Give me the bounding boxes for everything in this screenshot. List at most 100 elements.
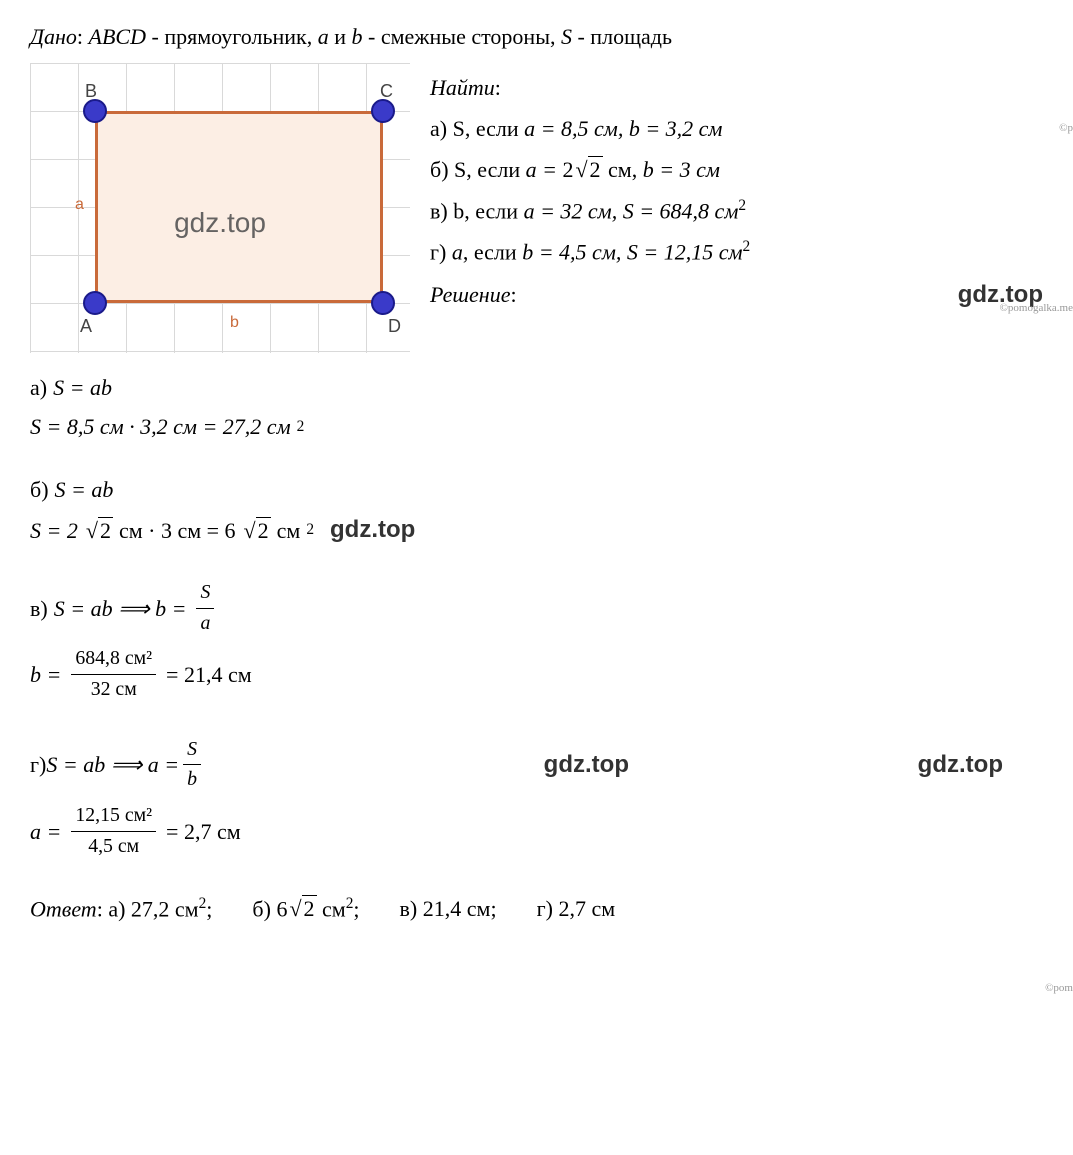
sd-fr1-num: S bbox=[183, 735, 201, 766]
label-c: C bbox=[380, 78, 393, 105]
sa-f1: S = ab bbox=[53, 371, 112, 404]
ans-c-l: в) bbox=[400, 896, 423, 921]
t2: - прямоугольник, bbox=[146, 24, 318, 49]
sol-label: Решение bbox=[430, 282, 510, 307]
solution-c: в) S = ab ⟹ b = Sa b = 684,8 см²32 см = … bbox=[30, 578, 1043, 705]
find-label: Найти bbox=[430, 75, 495, 100]
fa-what: S, если bbox=[453, 116, 525, 141]
ans-label: Ответ bbox=[30, 896, 97, 921]
sc-fr1-num: S bbox=[196, 578, 214, 609]
sd-fr2-den: 4,5 см bbox=[84, 832, 143, 862]
copyright-3: ©pom bbox=[1045, 980, 1073, 997]
find-a: а) S, если a = 8,5 см, b = 3,2 см bbox=[430, 112, 1043, 145]
given-label: Дано bbox=[30, 24, 77, 49]
ans-d-l: г) bbox=[537, 896, 559, 921]
ans-b-r: 2 bbox=[302, 895, 317, 921]
sc-letter: в) bbox=[30, 592, 48, 625]
sd-fr2-num: 12,15 см² bbox=[71, 801, 156, 832]
sc-fr1-den: a bbox=[196, 609, 214, 639]
solution-b: б) S = ab S = 22 см · 3 см = 62 см2 gdz.… bbox=[30, 473, 1043, 548]
find-d: г) a, если b = 4,5 см, S = 12,15 см2 bbox=[430, 235, 1043, 268]
fd-exp: 2 bbox=[743, 238, 751, 255]
side-b: b bbox=[230, 311, 239, 335]
find-header: Найти: bbox=[430, 71, 1043, 104]
fb-unit: см, bbox=[603, 157, 643, 182]
var-b: b bbox=[352, 24, 363, 49]
vertex-d bbox=[371, 291, 395, 315]
sd-fr1-den: b bbox=[183, 765, 201, 795]
ans-b-l: б) bbox=[252, 896, 276, 921]
sc-lhs: b = bbox=[30, 658, 61, 691]
wm-3: gdz.top bbox=[544, 747, 629, 783]
sb-rad1: 2 bbox=[98, 517, 113, 543]
solution-d: г) S = ab ⟹ a = Sb gdz.top gdz.top a = 1… bbox=[30, 735, 1043, 862]
fb-rad: 2 bbox=[588, 156, 603, 182]
ans-d-v: 2,7 см bbox=[558, 896, 615, 921]
ans-a-v: 27,2 см bbox=[131, 896, 199, 921]
vertex-a bbox=[83, 291, 107, 315]
find-section: Найти: а) S, если a = 8,5 см, b = 3,2 см… bbox=[430, 63, 1043, 321]
t3: и bbox=[329, 24, 352, 49]
answer-line: Ответ: а) 27,2 см2; б) 62 см2; в) 21,4 с… bbox=[30, 892, 1043, 925]
sb-rad2: 2 bbox=[256, 517, 271, 543]
t1: : bbox=[77, 24, 89, 49]
side-a: a bbox=[75, 193, 84, 217]
ans-b-c: 6 bbox=[276, 896, 287, 921]
find-colon: : bbox=[495, 75, 501, 100]
fc-what: b, если bbox=[453, 198, 523, 223]
solution-header: Решение: gdz.top bbox=[430, 277, 1043, 313]
fc-vars: a = 32 см, S = 684,8 см bbox=[524, 198, 739, 223]
sc-rhs: = 21,4 см bbox=[166, 658, 252, 691]
sd-f1: S = ab ⟹ a = bbox=[46, 748, 179, 781]
ans-c-v: 21,4 см; bbox=[423, 896, 497, 921]
t4: - смежные стороны, bbox=[363, 24, 561, 49]
sd-lhs: a = bbox=[30, 815, 61, 848]
sa-letter: а) bbox=[30, 371, 47, 404]
sb-letter: б) bbox=[30, 473, 49, 506]
abcd: ABCD bbox=[89, 24, 146, 49]
wm-2: gdz.top bbox=[330, 512, 415, 548]
sd-letter: г) bbox=[30, 748, 46, 781]
fc-exp: 2 bbox=[738, 197, 746, 214]
sb-exp: 2 bbox=[306, 518, 314, 541]
sc-fr2-num: 684,8 см² bbox=[71, 644, 156, 675]
find-c: в) b, если a = 32 см, S = 684,8 см2 bbox=[430, 194, 1043, 227]
fd-rest: , если bbox=[463, 240, 522, 265]
fd-vars: b = 4,5 см, S = 12,15 см bbox=[522, 240, 742, 265]
label-a-vertex: A bbox=[80, 313, 92, 340]
t5: - площадь bbox=[572, 24, 672, 49]
fa-vars: a = 8,5 см, b = 3,2 см bbox=[524, 116, 722, 141]
sd-rhs: = 2,7 см bbox=[166, 815, 241, 848]
ans-a-s: ; bbox=[206, 896, 212, 921]
fb-coef: 2 bbox=[562, 157, 573, 182]
given-statement: Дано: ABCD - прямоугольник, a и b - смеж… bbox=[30, 20, 1043, 53]
top-section: B C A D a b gdz.top Найти: а) S, если a … bbox=[30, 63, 1043, 353]
fb-what: S, если bbox=[454, 157, 526, 182]
fb-beq: b = 3 см bbox=[643, 157, 720, 182]
sc-f1: S = ab ⟹ b = bbox=[54, 592, 187, 625]
copyright-2: ©pomogalka.me bbox=[1000, 300, 1073, 317]
fa-letter: а) bbox=[430, 116, 447, 141]
wm-4: gdz.top bbox=[918, 747, 1003, 783]
ans-b-s: ; bbox=[353, 896, 359, 921]
sb-mid: см · 3 см = 6 bbox=[119, 514, 236, 547]
fd-what: a bbox=[452, 240, 463, 265]
sb-unit: см bbox=[277, 514, 301, 547]
sb-lhs: S = 2 bbox=[30, 514, 78, 547]
diagram: B C A D a b gdz.top bbox=[30, 63, 410, 353]
sb-f1: S = ab bbox=[55, 473, 114, 506]
sc-fr2-den: 32 см bbox=[87, 675, 141, 705]
diagram-watermark: gdz.top bbox=[174, 202, 266, 244]
fc-letter: в) bbox=[430, 198, 448, 223]
ans-b-u: см bbox=[317, 896, 346, 921]
find-b: б) S, если a = 22 см, b = 3 см bbox=[430, 153, 1043, 186]
label-b: B bbox=[85, 78, 97, 105]
sa-f2: S = 8,5 см · 3,2 см = 27,2 см bbox=[30, 410, 291, 443]
var-a: a bbox=[318, 24, 329, 49]
solution-a: а) S = ab S = 8,5 см · 3,2 см = 27,2 см2 bbox=[30, 371, 1043, 443]
ans-a-l: а) bbox=[108, 896, 131, 921]
copyright-1: ©p bbox=[1059, 120, 1073, 137]
label-d: D bbox=[388, 313, 401, 340]
var-s: S bbox=[561, 24, 572, 49]
fb-letter: б) bbox=[430, 157, 449, 182]
